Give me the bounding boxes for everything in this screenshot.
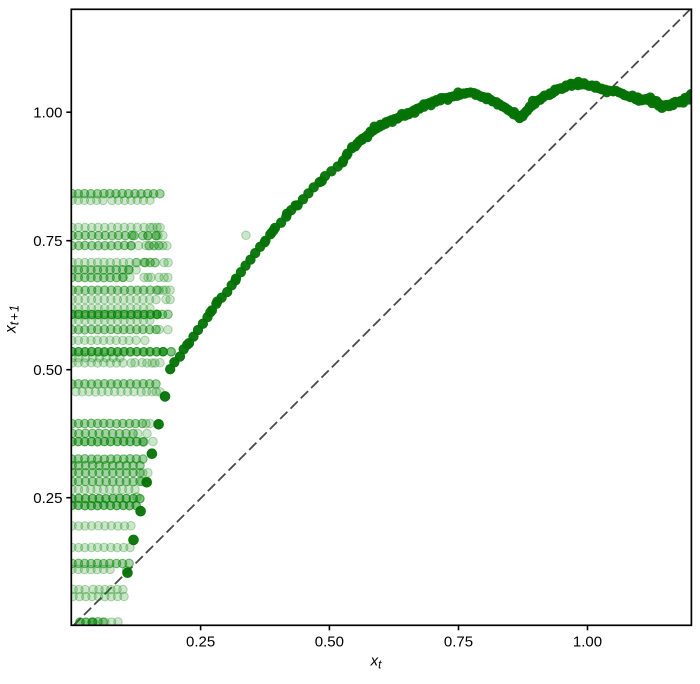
svg-text:0.50: 0.50	[315, 634, 344, 651]
svg-text:1.00: 1.00	[573, 634, 602, 651]
svg-text:0.75: 0.75	[33, 233, 62, 250]
svg-text:0.75: 0.75	[444, 634, 473, 651]
svg-text:0.25: 0.25	[33, 490, 62, 507]
svg-text:0.25: 0.25	[186, 634, 215, 651]
svg-text:xt+1: xt+1	[3, 305, 22, 334]
svg-text:1.00: 1.00	[33, 105, 62, 122]
svg-text:0.50: 0.50	[33, 362, 62, 379]
